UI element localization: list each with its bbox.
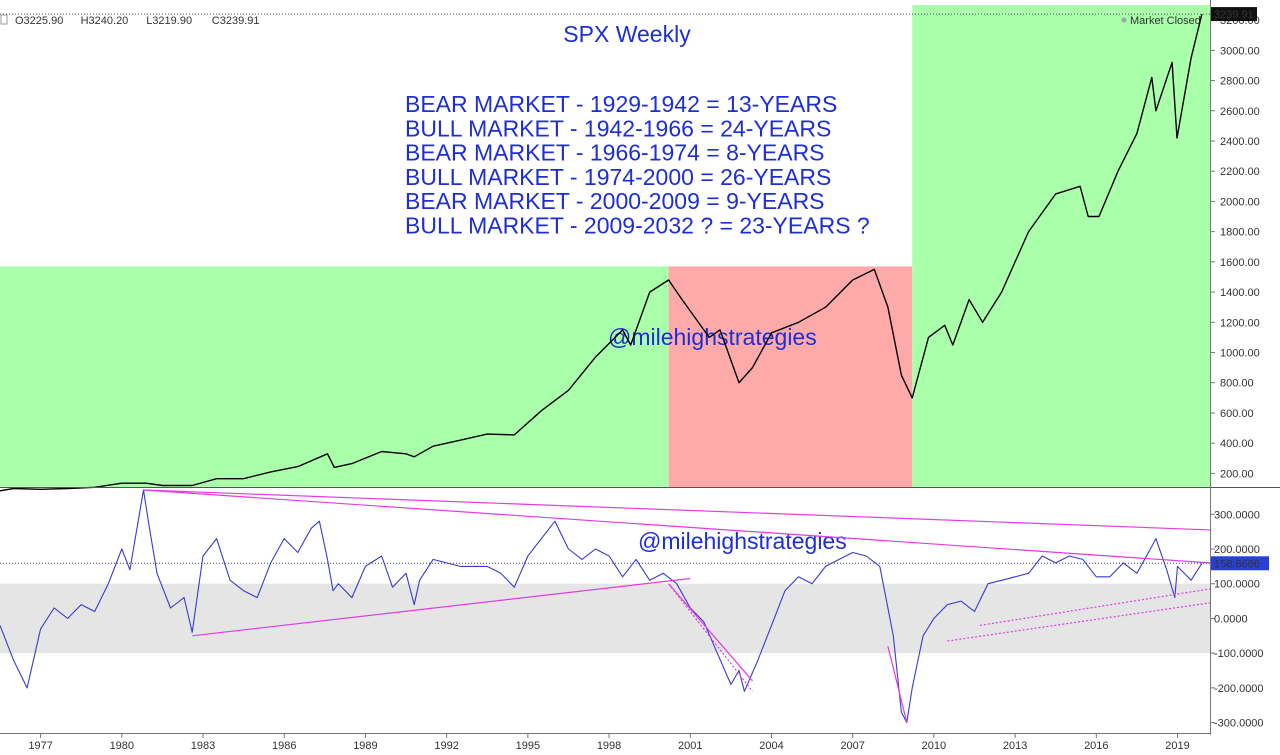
ytick-top-label-5: 1200.00 [1220, 317, 1260, 329]
ytick-top-label-0: 200.00 [1220, 468, 1254, 480]
xtick-label-1: 1980 [110, 740, 134, 752]
trendline-7 [979, 588, 1211, 626]
xtick-label-12: 2013 [1003, 740, 1027, 752]
trendline-5 [887, 646, 908, 723]
shaded-region-bull-2 [912, 5, 1210, 487]
ytick-bottom-label-6: 300.0000 [1214, 509, 1260, 521]
xtick-label-13: 2016 [1084, 740, 1108, 752]
ohlc-open: O3225.90 [15, 15, 63, 27]
trendline-4 [668, 583, 754, 692]
trendline-2 [192, 577, 691, 637]
xtick-label-7: 1998 [597, 740, 621, 752]
market-status-dot-icon [1121, 17, 1127, 23]
xtick-label-4: 1989 [353, 740, 377, 752]
annotation-line-1: BULL MARKET - 1942-1966 = 24-YEARS [405, 115, 831, 141]
xtick-label-8: 2001 [678, 740, 702, 752]
xtick-label-5: 1992 [434, 740, 458, 752]
shaded-region-bull-0 [0, 266, 669, 487]
annotation-line-5: BULL MARKET - 2009-2032 ? = 23-YEARS ? [405, 213, 870, 239]
watermark-bottom: @milehighstrategies [638, 528, 847, 554]
ytick-top-label-8: 1800.00 [1220, 227, 1260, 239]
chart-title: SPX Weekly [563, 21, 691, 47]
ytick-bottom-label-4: 100.0000 [1214, 579, 1260, 591]
annotation-line-0: BEAR MARKET - 1929-1942 = 13-YEARS [405, 91, 837, 117]
ytick-bottom-label-0: -300.0000 [1214, 718, 1264, 730]
ytick-bottom-label-3: 0.0000 [1214, 613, 1248, 625]
ohlc-high: H3240.20 [81, 15, 129, 27]
ytick-top-label-6: 1400.00 [1220, 287, 1260, 299]
xtick-label-9: 2004 [759, 740, 783, 752]
ohlc-low: L3219.90 [146, 15, 192, 27]
xtick-label-6: 1995 [516, 740, 540, 752]
annotation-line-4: BEAR MARKET - 2000-2009 = 9-YEARS [405, 188, 825, 214]
annotation-line-2: BEAR MARKET - 1966-1974 = 8-YEARS [405, 140, 825, 166]
annotation-line-3: BULL MARKET - 1974-2000 = 26-YEARS [405, 164, 831, 190]
ytick-bottom-label-5: 200.0000 [1214, 544, 1260, 556]
ytick-bottom-label-2: -100.0000 [1214, 648, 1264, 660]
last-price-label: 3239.91 [1214, 9, 1254, 21]
ohlc-marker-icon [0, 14, 8, 25]
ytick-top-label-9: 2000.00 [1220, 196, 1260, 208]
ytick-top-label-2: 600.00 [1220, 408, 1254, 420]
xtick-label-2: 1983 [191, 740, 215, 752]
market-status: Market Closed [1130, 15, 1201, 27]
oscillator-line [0, 489, 1203, 724]
oscillator-value-label: 158.8666 [1214, 558, 1260, 570]
xtick-label-14: 2019 [1165, 740, 1189, 752]
oscillator-value-badge [1211, 556, 1269, 571]
ytick-top-label-14: 3000.00 [1220, 45, 1260, 57]
trendline-1 [143, 489, 1211, 564]
trendline-3 [668, 583, 753, 682]
xtick-label-3: 1986 [272, 740, 296, 752]
ytick-top-label-10: 2200.00 [1220, 166, 1260, 178]
ytick-top-label-11: 2400.00 [1220, 136, 1260, 148]
oscillator-band [0, 583, 1210, 654]
shaded-region-bear-1 [668, 266, 913, 487]
ytick-top-label-13: 2800.00 [1220, 76, 1260, 88]
ytick-top-label-1: 400.00 [1220, 438, 1254, 450]
xtick-label-11: 2010 [922, 740, 946, 752]
trendline-6 [947, 602, 1211, 642]
price-line [0, 13, 1203, 492]
xtick-label-10: 2007 [840, 740, 864, 752]
ytick-top-label-3: 800.00 [1220, 378, 1254, 390]
ytick-top-label-12: 2600.00 [1220, 106, 1260, 118]
trendline-0 [143, 489, 1211, 531]
ytick-bottom-label-1: -200.0000 [1214, 683, 1264, 695]
ytick-top-label-4: 1000.00 [1220, 348, 1260, 360]
ytick-top-label-7: 1600.00 [1220, 257, 1260, 269]
xtick-label-0: 1977 [28, 740, 52, 752]
ohlc-close: C3239.91 [212, 15, 260, 27]
last-price-badge [1211, 7, 1257, 22]
